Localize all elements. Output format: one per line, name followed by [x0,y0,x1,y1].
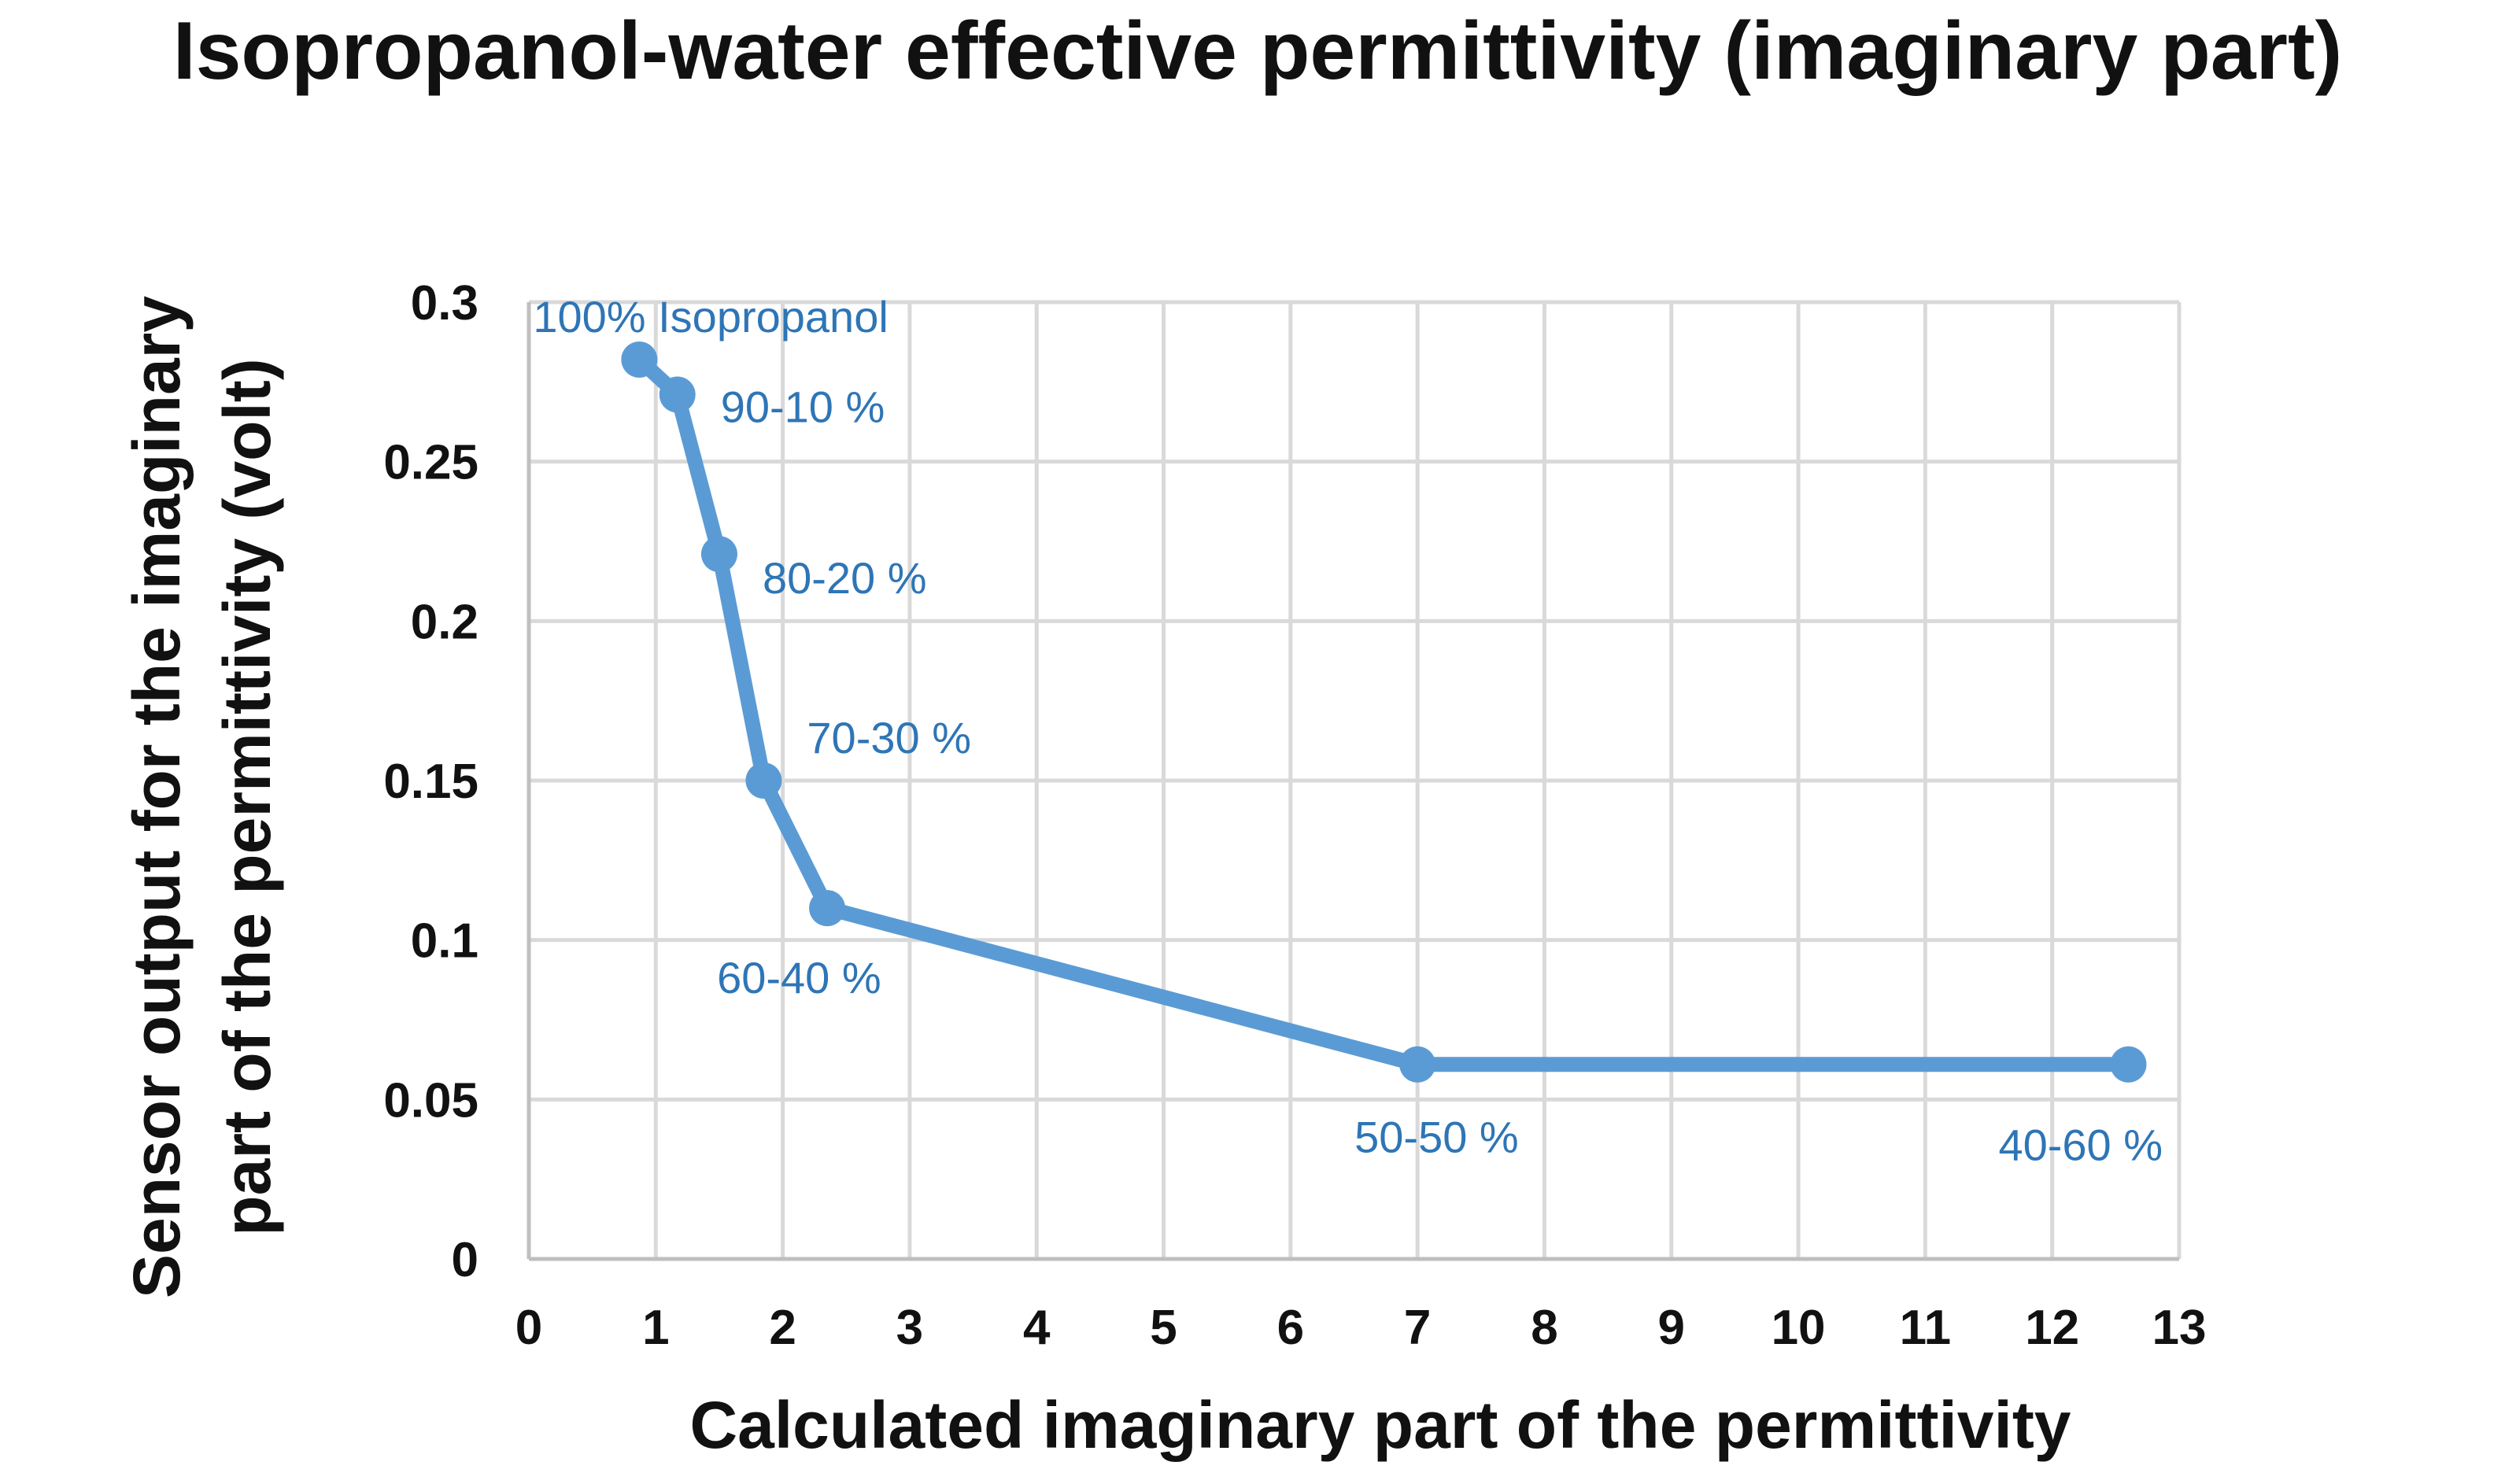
x-tick-label-3: 3 [896,1301,923,1355]
x-tick-label-8: 8 [1531,1301,1557,1355]
y-tick-label-0.05: 0.05 [383,1073,478,1128]
x-tick-label-12: 12 [2025,1301,2079,1355]
data-point-80-20 % [700,536,737,573]
x-tick-label-4: 4 [1023,1301,1051,1355]
y-axis-label: Sensor output for the imaginary part of … [120,296,284,1298]
y-tick-label-0.15: 0.15 [383,755,478,809]
chart-title: Isopropanol-water effective permittivity… [173,6,2343,97]
x-tick-label-13: 13 [2152,1301,2207,1355]
data-label-60-40 %: 60-40 % [717,953,881,1002]
axes [526,302,2179,1261]
grid [529,300,2182,1259]
data-point-100% Isopropanol [621,341,658,378]
y-tick-label-0.1: 0.1 [411,914,478,969]
x-tick-label-6: 6 [1277,1301,1304,1355]
data-point-40-60 % [2110,1046,2147,1083]
data-labels: 100% Isopropanol 90-10 % 80-20 % 70-30 % 60-… [533,292,2163,1170]
y-tick-label-0.2: 0.2 [411,595,478,649]
data-label-50-50 %: 50-50 % [1354,1113,1519,1162]
data-point-90-10 % [659,376,696,413]
data-point-50-50 % [1399,1046,1436,1083]
x-tick-label-1: 1 [642,1301,669,1355]
x-tick-label-10: 10 [1772,1301,1826,1355]
y-axis-label-line-1: Sensor output for the imaginary [120,296,194,1298]
data-point-60-40 % [809,890,846,927]
x-tick-label-7: 7 [1404,1301,1431,1355]
y-tick-label-0.3: 0.3 [411,276,478,330]
y-axis-label-line-2: part of the permittivity (volt) [210,358,284,1235]
data-series [621,341,2147,1083]
x-tick-label-11: 11 [1900,1301,1952,1355]
data-label-80-20 %: 80-20 % [763,553,927,603]
y-tick-label-0.25: 0.25 [383,436,478,490]
data-label-40-60 %: 40-60 % [1998,1120,2163,1170]
data-label-90-10 %: 90-10 % [721,382,885,432]
data-point-70-30 % [745,762,782,799]
x-tick-label-5: 5 [1150,1301,1177,1355]
x-tick-label-2: 2 [769,1301,796,1355]
y-tick-label-0: 0 [452,1233,478,1287]
plot-area: 0 1 2 3 4 5 6 7 8 9 10 11 12 1300.050.10.150.20.250.3… [383,276,2206,1355]
data-label-100% Isopropanol: 100% Isopropanol [533,292,888,341]
x-axis-label: Calculated imaginary part of the permitt… [689,1388,2071,1462]
x-tick-label-0: 0 [515,1301,542,1355]
x-tick-label-9: 9 [1658,1301,1685,1355]
data-label-70-30 %: 70-30 % [807,713,971,762]
